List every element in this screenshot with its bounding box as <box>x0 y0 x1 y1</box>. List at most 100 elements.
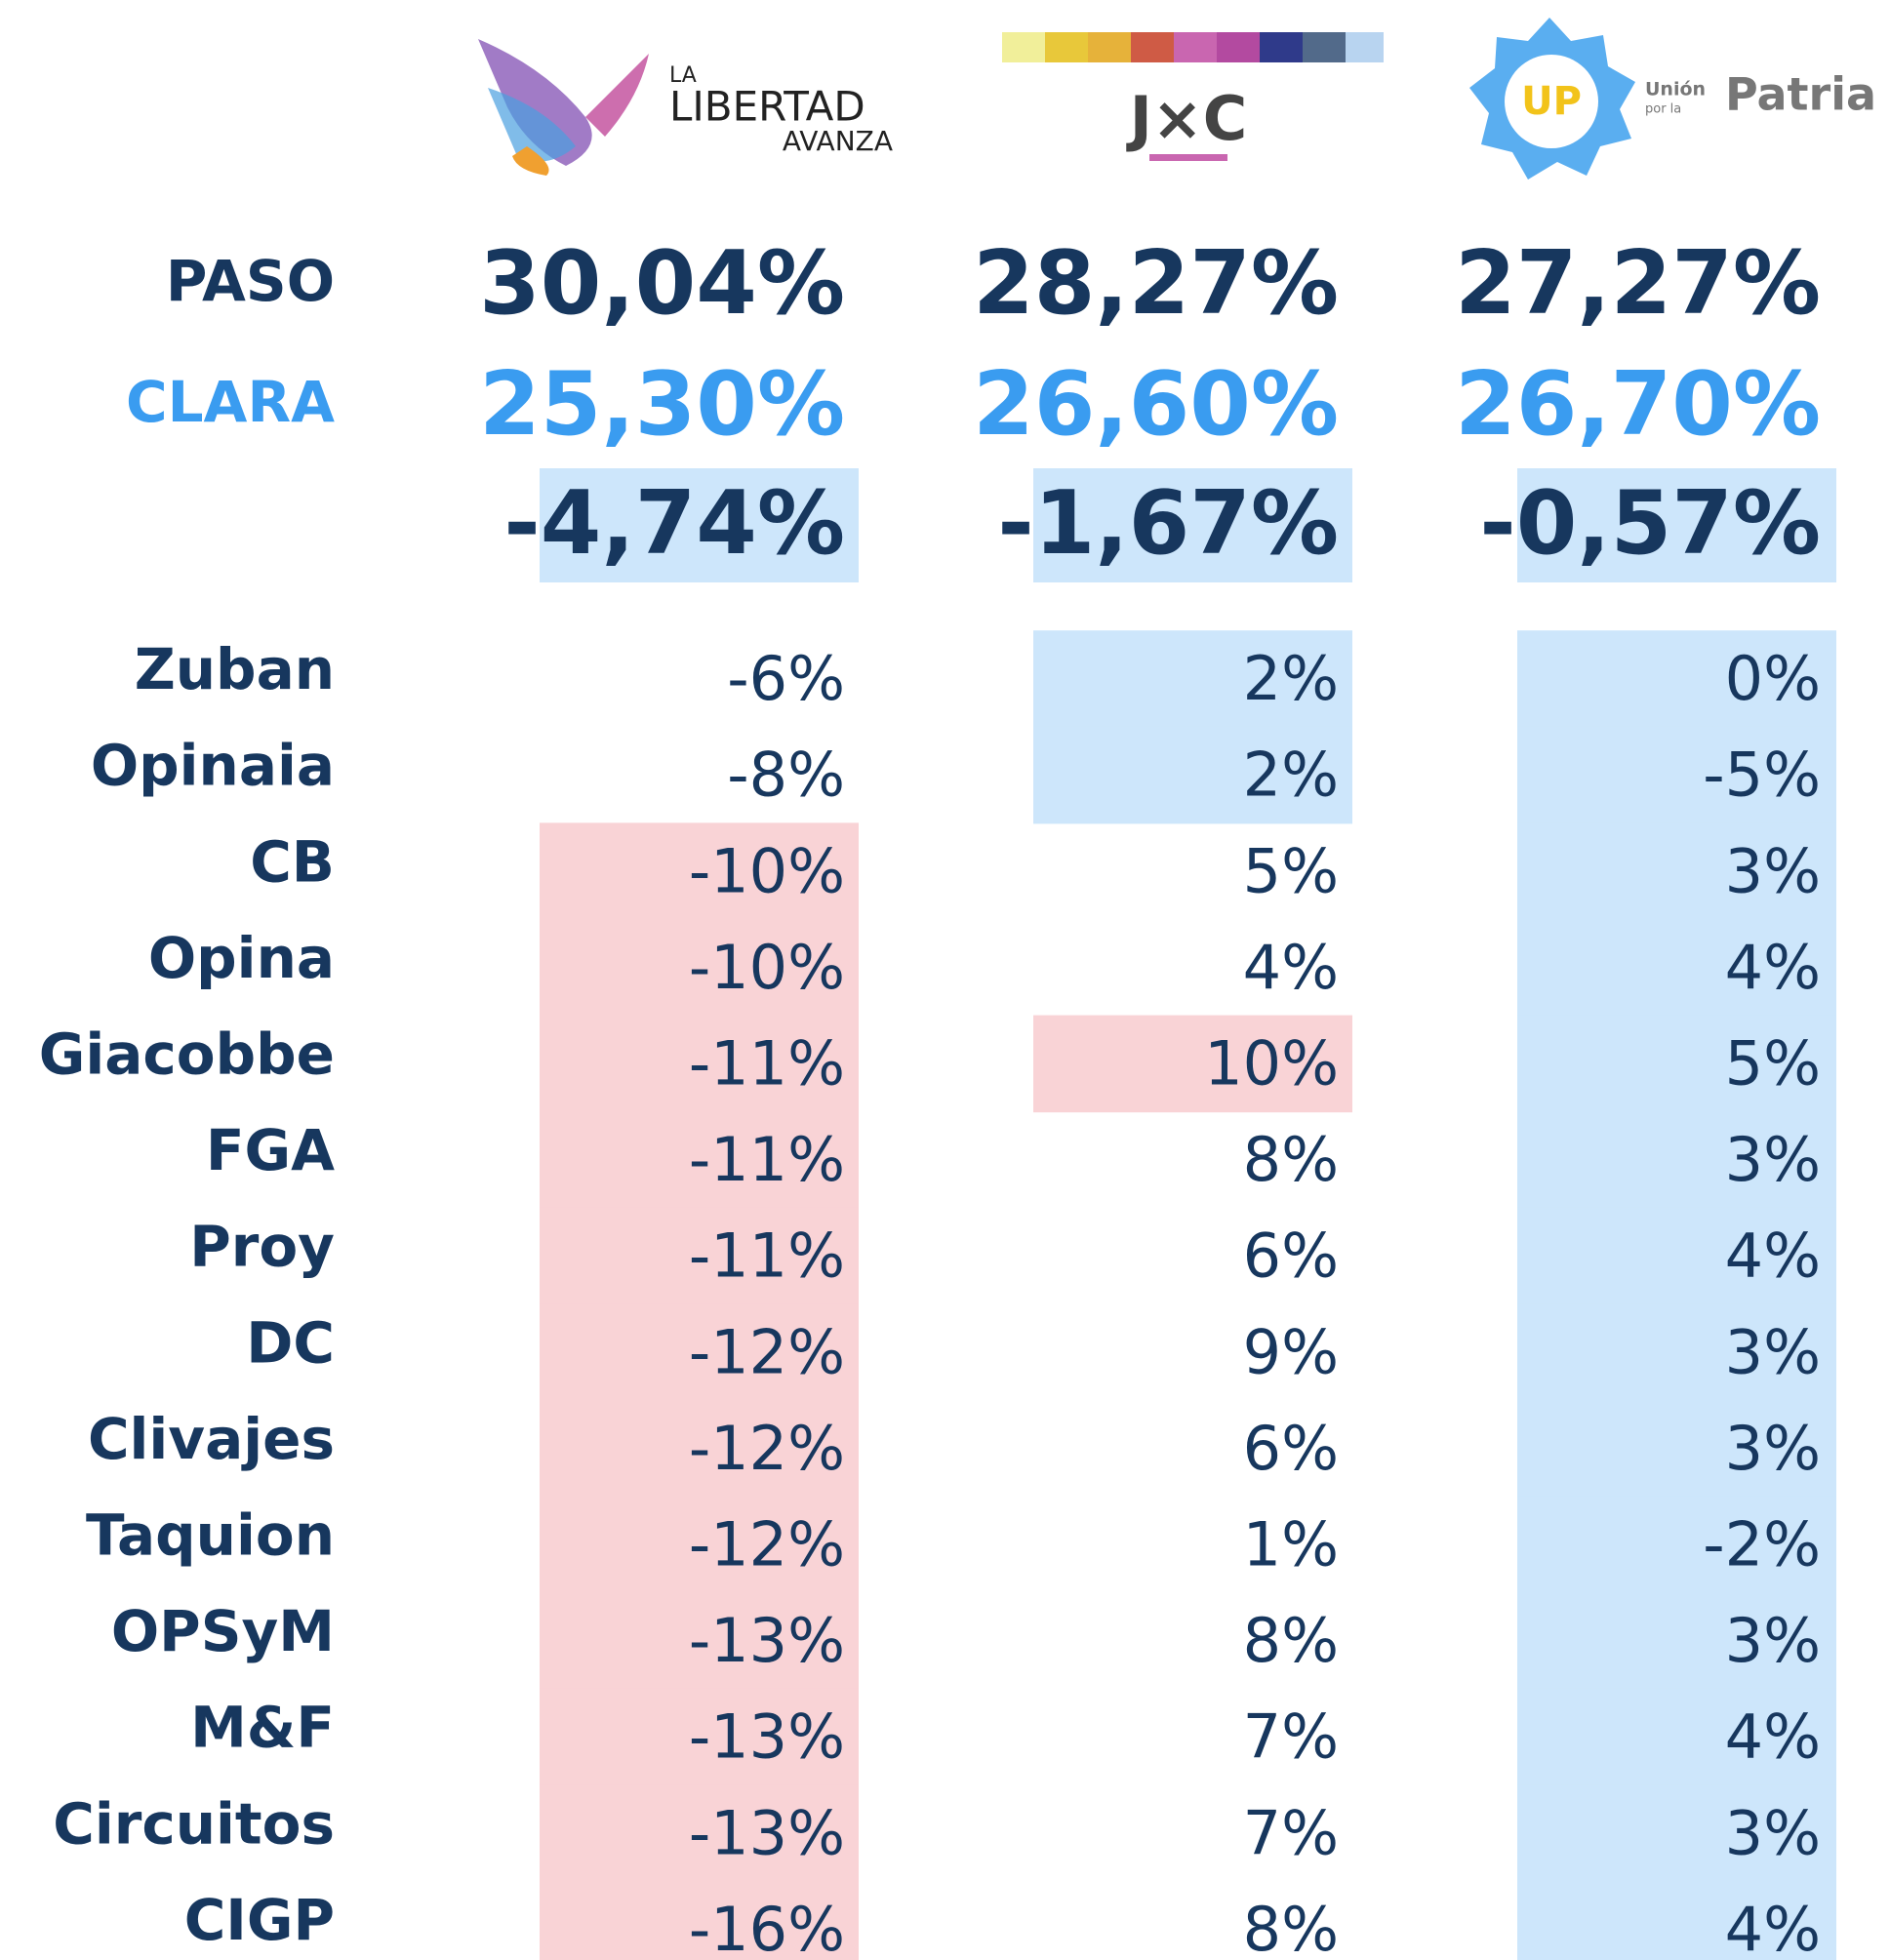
poll-value: 3% <box>1725 1413 1821 1484</box>
pollster-label: Proy <box>189 1214 335 1280</box>
poll-value: -12% <box>689 1508 845 1580</box>
cell-shading <box>1033 468 1352 582</box>
poll-value: 8% <box>1243 1124 1339 1195</box>
cell-shading <box>1033 630 1352 728</box>
poll-value: 5% <box>1243 835 1339 906</box>
poll-value: -2% <box>1703 1508 1821 1580</box>
cell-shading <box>1517 1496 1836 1594</box>
cell-shading <box>1517 1111 1836 1209</box>
logo-lla: LA LIBERTAD AVANZA <box>478 39 893 176</box>
poll-value: 4% <box>1725 1701 1821 1773</box>
cell-shading <box>540 1784 859 1882</box>
eagle-head <box>585 54 649 137</box>
cell-shading <box>1517 1784 1836 1882</box>
poll-value: -12% <box>689 1316 845 1387</box>
logo-jxc: J×C <box>1002 32 1384 161</box>
eagle-wing <box>488 88 576 162</box>
cell-shading <box>540 1881 859 1960</box>
pollster-label: FGA <box>206 1117 335 1183</box>
poll-value: 5% <box>1725 1027 1821 1099</box>
cell-shading <box>1517 1881 1836 1960</box>
cell-shading <box>1517 1015 1836 1113</box>
poll-value: 3% <box>1725 1797 1821 1868</box>
logo-text: por la <box>1645 102 1681 117</box>
pollster-label: Taquion <box>86 1502 335 1569</box>
cell-shading <box>540 1303 859 1401</box>
summary-value: 26,70% <box>1455 353 1821 456</box>
eagle-tail <box>512 146 549 176</box>
poll-value: -6% <box>727 643 845 714</box>
cell-shading <box>540 1496 859 1594</box>
pollster-label: Zuban <box>135 636 335 702</box>
cell-shading <box>1517 919 1836 1017</box>
poll-value: 8% <box>1243 1605 1339 1676</box>
poll-value: -11% <box>689 1027 845 1099</box>
poll-value: 4% <box>1725 1220 1821 1292</box>
cell-shading <box>540 919 859 1017</box>
pollster-label: Opina <box>148 925 335 991</box>
poll-value: 4% <box>1725 932 1821 1003</box>
poll-value: 3% <box>1725 1124 1821 1195</box>
poll-value: 0% <box>1725 643 1821 714</box>
poll-value: 3% <box>1725 1316 1821 1387</box>
summary-value: 25,30% <box>479 353 845 456</box>
cell-shading <box>1517 1592 1836 1690</box>
poll-value: 3% <box>1725 835 1821 906</box>
poll-value: -13% <box>689 1605 845 1676</box>
pollster-label: Opinaia <box>91 733 335 799</box>
summary-value: 27,27% <box>1455 232 1821 335</box>
pollster-label: Clivajes <box>88 1406 335 1472</box>
cell-shading <box>1033 1015 1352 1113</box>
poll-value: 1% <box>1243 1508 1339 1580</box>
poll-value: 4% <box>1243 932 1339 1003</box>
cell-shading <box>1033 726 1352 824</box>
cell-shading <box>1517 822 1836 920</box>
cell-shading <box>1517 1207 1836 1305</box>
poll-value: -10% <box>689 835 845 906</box>
summary-value: -0,57% <box>1479 472 1821 575</box>
cell-shading <box>540 1592 859 1690</box>
poll-value: 6% <box>1243 1413 1339 1484</box>
cell-shading <box>1517 1303 1836 1401</box>
summary-value: 26,60% <box>973 353 1339 456</box>
poll-value: 2% <box>1243 643 1339 714</box>
pollster-label: Giacobbe <box>39 1021 335 1088</box>
stripe <box>1088 32 1131 62</box>
logo-text: LIBERTAD <box>669 83 865 131</box>
logo-up: UP Unión por la Patria <box>1469 18 1876 180</box>
stripe <box>1303 32 1346 62</box>
pollster-label: M&F <box>190 1695 335 1761</box>
pollster-label: CIGP <box>184 1887 335 1953</box>
cell-shading <box>540 1688 859 1786</box>
cell-shading <box>540 1400 859 1498</box>
cell-shading <box>540 1111 859 1209</box>
cell-shading <box>1517 468 1836 582</box>
summary-value: 28,27% <box>973 232 1339 335</box>
poll-value: 9% <box>1243 1316 1339 1387</box>
sun-center <box>1505 55 1598 148</box>
poll-value: 8% <box>1243 1894 1339 1960</box>
logo-text: J×C <box>1126 83 1248 154</box>
poll-value: -12% <box>689 1413 845 1484</box>
cell-shading <box>540 468 859 582</box>
poll-value: 6% <box>1243 1220 1339 1292</box>
poll-value: 3% <box>1725 1605 1821 1676</box>
poll-value: 10% <box>1204 1027 1339 1099</box>
stripe <box>1045 32 1088 62</box>
cell-shading <box>1517 1400 1836 1498</box>
logo-text: LA <box>669 63 697 88</box>
poll-value: -11% <box>689 1220 845 1292</box>
summary-value: -1,67% <box>997 472 1339 575</box>
poll-value: -5% <box>1703 740 1821 811</box>
summary-value: 30,04% <box>479 232 845 335</box>
poll-value: 7% <box>1243 1797 1339 1868</box>
poll-value: -16% <box>689 1894 845 1960</box>
pollster-label: Circuitos <box>53 1790 335 1857</box>
pollster-label: DC <box>246 1309 335 1376</box>
cell-shading <box>540 1015 859 1113</box>
poll-value: -10% <box>689 932 845 1003</box>
poll-value: 2% <box>1243 740 1339 811</box>
row-label: PASO <box>166 248 335 314</box>
cell-shading <box>1517 630 1836 728</box>
